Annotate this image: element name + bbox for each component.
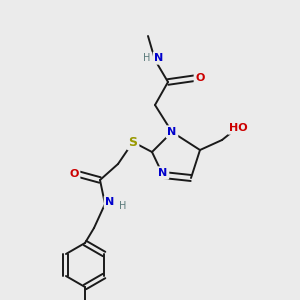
Text: O: O	[195, 73, 205, 83]
Text: H: H	[143, 53, 151, 63]
Text: N: N	[105, 197, 115, 207]
Text: HO: HO	[229, 123, 247, 133]
Text: N: N	[158, 168, 168, 178]
Text: H: H	[119, 201, 127, 211]
Text: O: O	[69, 169, 79, 179]
Text: S: S	[128, 136, 137, 148]
Text: N: N	[154, 53, 164, 63]
Text: N: N	[167, 127, 177, 137]
